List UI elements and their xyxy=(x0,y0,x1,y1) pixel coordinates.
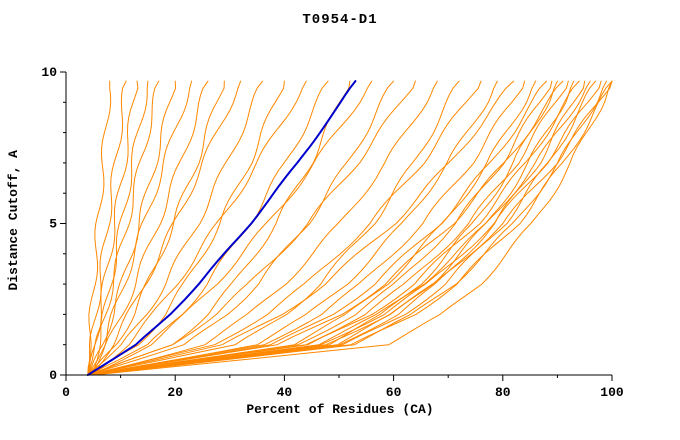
model-curve xyxy=(87,80,225,376)
model-curve xyxy=(87,80,160,376)
model-curve xyxy=(92,80,307,376)
y-tick-label: 0 xyxy=(49,368,57,383)
x-tick-label: 40 xyxy=(277,385,293,400)
model-curve xyxy=(87,80,547,376)
x-tick-label: 100 xyxy=(600,385,624,400)
model-curve xyxy=(87,80,264,376)
model-curve xyxy=(87,80,416,376)
model-curve xyxy=(87,80,285,376)
x-axis-label: Percent of Residues (CA) xyxy=(246,402,434,417)
x-tick-label: 60 xyxy=(386,385,402,400)
model-curve xyxy=(87,80,112,376)
model-curve xyxy=(87,80,482,376)
highlighted-model-curve xyxy=(86,80,357,376)
model-curve xyxy=(92,80,242,376)
model-curve xyxy=(87,80,613,376)
model-curve xyxy=(87,80,553,376)
model-curve xyxy=(87,80,564,376)
model-curve xyxy=(87,80,395,376)
model-curve xyxy=(92,80,591,376)
model-curve xyxy=(92,80,373,376)
x-tick-label: 80 xyxy=(495,385,511,400)
model-curve xyxy=(87,80,586,376)
model-curve xyxy=(87,80,613,376)
model-curve xyxy=(87,80,351,376)
y-tick-label: 5 xyxy=(49,217,57,232)
model-curve xyxy=(87,80,515,376)
model-curve xyxy=(92,80,438,376)
x-tick-label: 0 xyxy=(62,385,70,400)
model-curve xyxy=(92,80,607,376)
chart-title: T0954-D1 xyxy=(302,12,378,28)
model-curve xyxy=(87,80,580,376)
model-curve xyxy=(87,80,209,376)
model-curve xyxy=(87,80,526,376)
model-curve xyxy=(92,80,498,376)
model-curve xyxy=(87,80,127,376)
model-curve xyxy=(92,80,193,376)
model-curve xyxy=(87,80,602,376)
model-curve xyxy=(87,80,597,376)
y-tick-label: 10 xyxy=(41,65,57,80)
model-curve xyxy=(87,80,177,376)
model-curve xyxy=(92,80,537,376)
model-curve xyxy=(92,80,613,376)
model-curve xyxy=(87,80,569,376)
model-curve xyxy=(87,80,460,376)
x-tick-label: 20 xyxy=(167,385,183,400)
